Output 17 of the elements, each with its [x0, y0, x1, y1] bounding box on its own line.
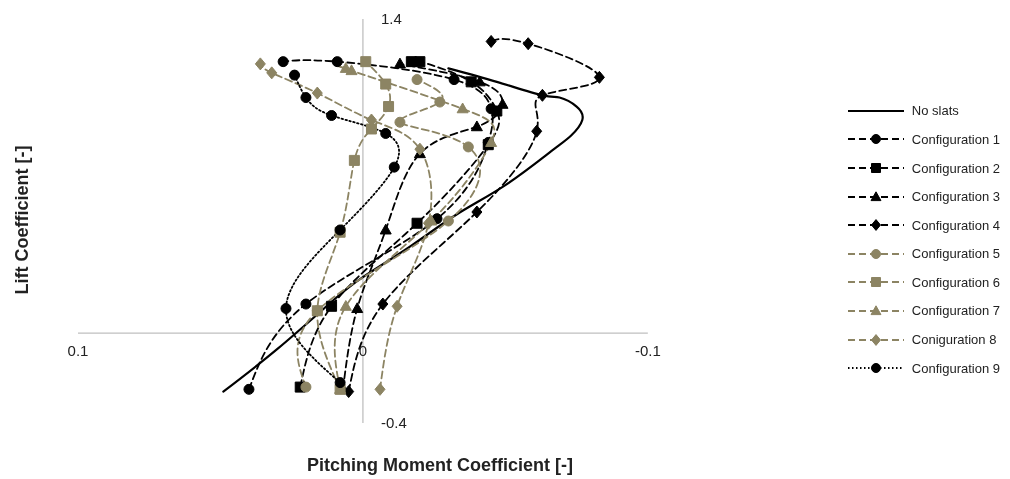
legend-label: Configuration 1: [911, 131, 1000, 147]
legend-label: Configuration 3: [911, 189, 1000, 205]
legend-label: No slats: [911, 103, 959, 119]
x-tick-label: 0: [358, 341, 368, 359]
y-axis-title: Lift Coefficient [-]: [11, 145, 33, 295]
x-tick-label: -0.1: [634, 341, 661, 359]
legend-label: Configuration 7: [911, 303, 1000, 319]
legend-label: Coniguration 8: [911, 332, 997, 348]
y-tick-label: -0.4: [380, 414, 407, 432]
legend-label: Configuration 2: [911, 160, 1000, 176]
y-tick-label: 1.4: [380, 10, 402, 28]
x-tick-label: 0.1: [67, 341, 89, 359]
x-axis-title: Pitching Moment Coefficient [-]: [307, 454, 573, 476]
legend-label: Configuration 4: [911, 217, 1000, 233]
legend-label: Configuration 5: [911, 246, 1000, 262]
legend-label: Configuration 9: [911, 360, 1000, 376]
legend-label: Configuration 6: [911, 274, 1000, 290]
